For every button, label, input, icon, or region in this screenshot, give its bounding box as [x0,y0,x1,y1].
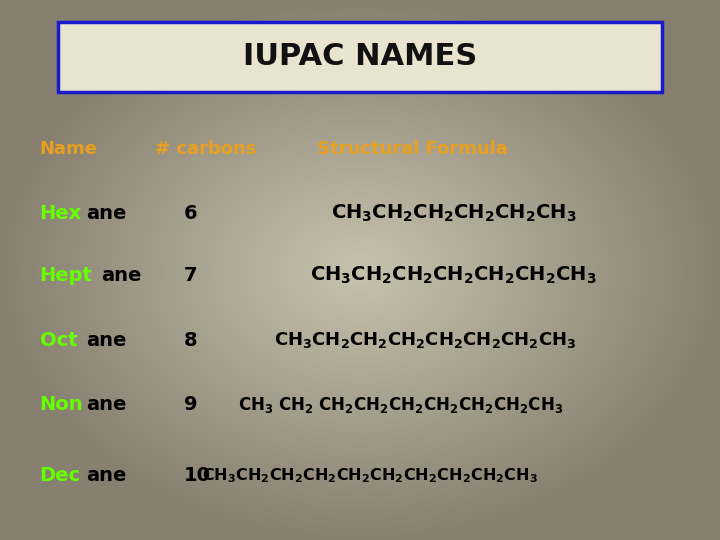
Text: ane: ane [86,395,127,415]
Text: Hept: Hept [40,266,92,285]
Text: ane: ane [101,266,141,285]
Text: Non: Non [40,395,84,415]
Text: # carbons: # carbons [155,139,256,158]
Text: $\mathregular{CH_3CH_2CH_2CH_2CH_2CH_2CH_2CH_2CH_2CH_3}$: $\mathregular{CH_3CH_2CH_2CH_2CH_2CH_2CH… [202,466,537,484]
Text: ane: ane [86,465,127,485]
Text: Oct: Oct [40,330,77,350]
Text: $\mathregular{CH_3\ CH_2\ CH_2CH_2CH_2CH_2CH_2CH_2CH_3}$: $\mathregular{CH_3\ CH_2\ CH_2CH_2CH_2CH… [238,395,563,415]
Text: 8: 8 [184,330,197,350]
Text: 7: 7 [184,266,197,285]
Text: Name: Name [40,139,98,158]
Text: ane: ane [86,204,127,223]
Text: ane: ane [86,330,127,350]
Text: 9: 9 [184,395,197,415]
Text: Dec: Dec [40,465,81,485]
Text: Hex: Hex [40,204,82,223]
Text: $\mathregular{CH_3CH_2CH_2CH_2CH_2CH_2CH_3}$: $\mathregular{CH_3CH_2CH_2CH_2CH_2CH_2CH… [310,265,596,286]
FancyBboxPatch shape [58,22,662,92]
Text: Structural Formula: Structural Formula [317,139,508,158]
Text: IUPAC NAMES: IUPAC NAMES [243,42,477,71]
Text: $\mathregular{CH_3CH_2CH_2CH_2CH_2CH_2CH_2CH_3}$: $\mathregular{CH_3CH_2CH_2CH_2CH_2CH_2CH… [274,330,576,350]
Text: 10: 10 [184,465,210,485]
Text: $\mathregular{CH_3CH_2CH_2CH_2CH_2CH_3}$: $\mathregular{CH_3CH_2CH_2CH_2CH_2CH_3}$ [331,202,577,224]
Text: 6: 6 [184,204,197,223]
